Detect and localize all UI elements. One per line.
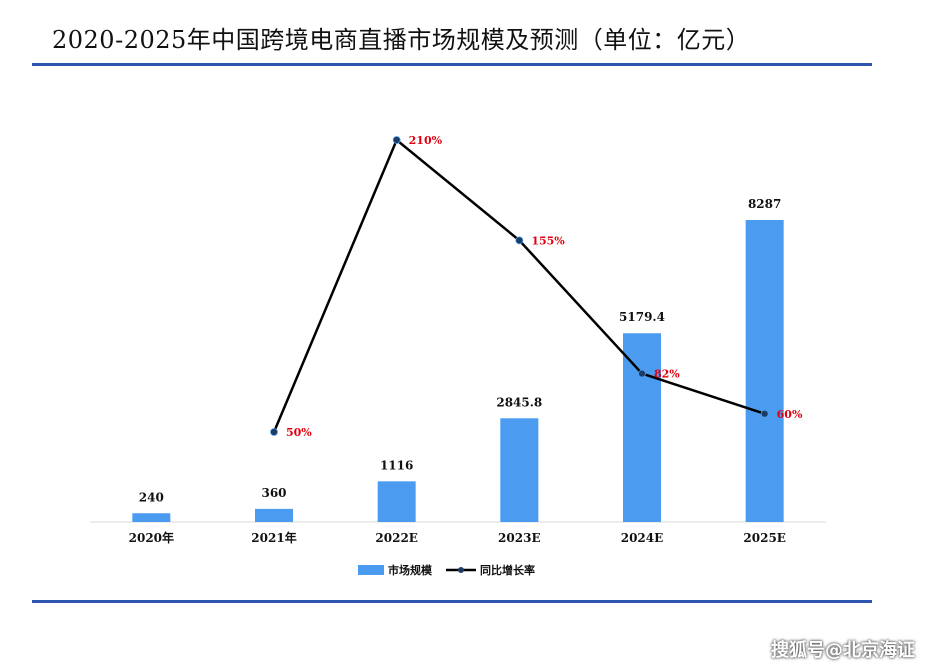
bar-label: 1116	[380, 458, 413, 472]
line-label: 210%	[409, 134, 443, 147]
line-point	[515, 236, 524, 245]
bar-2024E	[623, 333, 661, 522]
chart-title: 2020-2025年中国跨境电商直播市场规模及预测（单位：亿元）	[52, 26, 751, 54]
bar-2020年	[132, 513, 171, 522]
line-point	[638, 369, 646, 378]
bar-2022E	[377, 481, 416, 522]
legend-line-marker	[458, 567, 464, 573]
legend: 市场规模 同比增长率	[358, 563, 535, 577]
bar-2025E	[745, 220, 784, 522]
watermark: 搜狐号@北京海证	[771, 640, 915, 661]
x-tick-label: 2023E	[498, 531, 541, 545]
line-label: 82%	[654, 368, 680, 381]
bar-label: 5179.4	[619, 310, 665, 324]
bar-label: 360	[261, 486, 286, 500]
x-tick-label: 2020年	[129, 530, 174, 545]
bar-group	[132, 220, 784, 522]
bar-label: 2845.8	[496, 395, 542, 409]
legend-bar-label: 市场规模	[388, 563, 433, 577]
bar-2023E	[500, 418, 539, 522]
line-label: 155%	[531, 234, 565, 247]
line-label: 60%	[777, 408, 803, 421]
line-point	[760, 409, 769, 418]
bar-label: 8287	[748, 197, 781, 211]
line-series-group	[270, 136, 769, 436]
line-point	[392, 136, 401, 144]
legend-bar-swatch	[358, 565, 384, 575]
legend-line-label: 同比增长率	[480, 563, 535, 577]
line-label-group: 50% 210% 155% 82% 60%	[286, 134, 803, 439]
line-label: 50%	[286, 426, 312, 439]
x-tick-label: 2025E	[743, 531, 786, 545]
bottom-divider	[32, 600, 872, 603]
top-divider	[32, 63, 872, 66]
line-point	[270, 428, 278, 436]
bar-label-group: 240 360 1116 2845.8 5179.4 8287	[139, 197, 782, 504]
x-tick-label: 2022E	[375, 531, 418, 545]
bar-2021年	[255, 508, 293, 522]
bar-label: 240	[139, 490, 164, 504]
x-tick-group: 2020年 2021年 2022E 2023E 2024E 2025E	[129, 530, 786, 545]
growth-rate-line	[272, 137, 766, 433]
x-tick-label: 2021年	[251, 530, 296, 545]
x-tick-label: 2024E	[621, 531, 664, 545]
